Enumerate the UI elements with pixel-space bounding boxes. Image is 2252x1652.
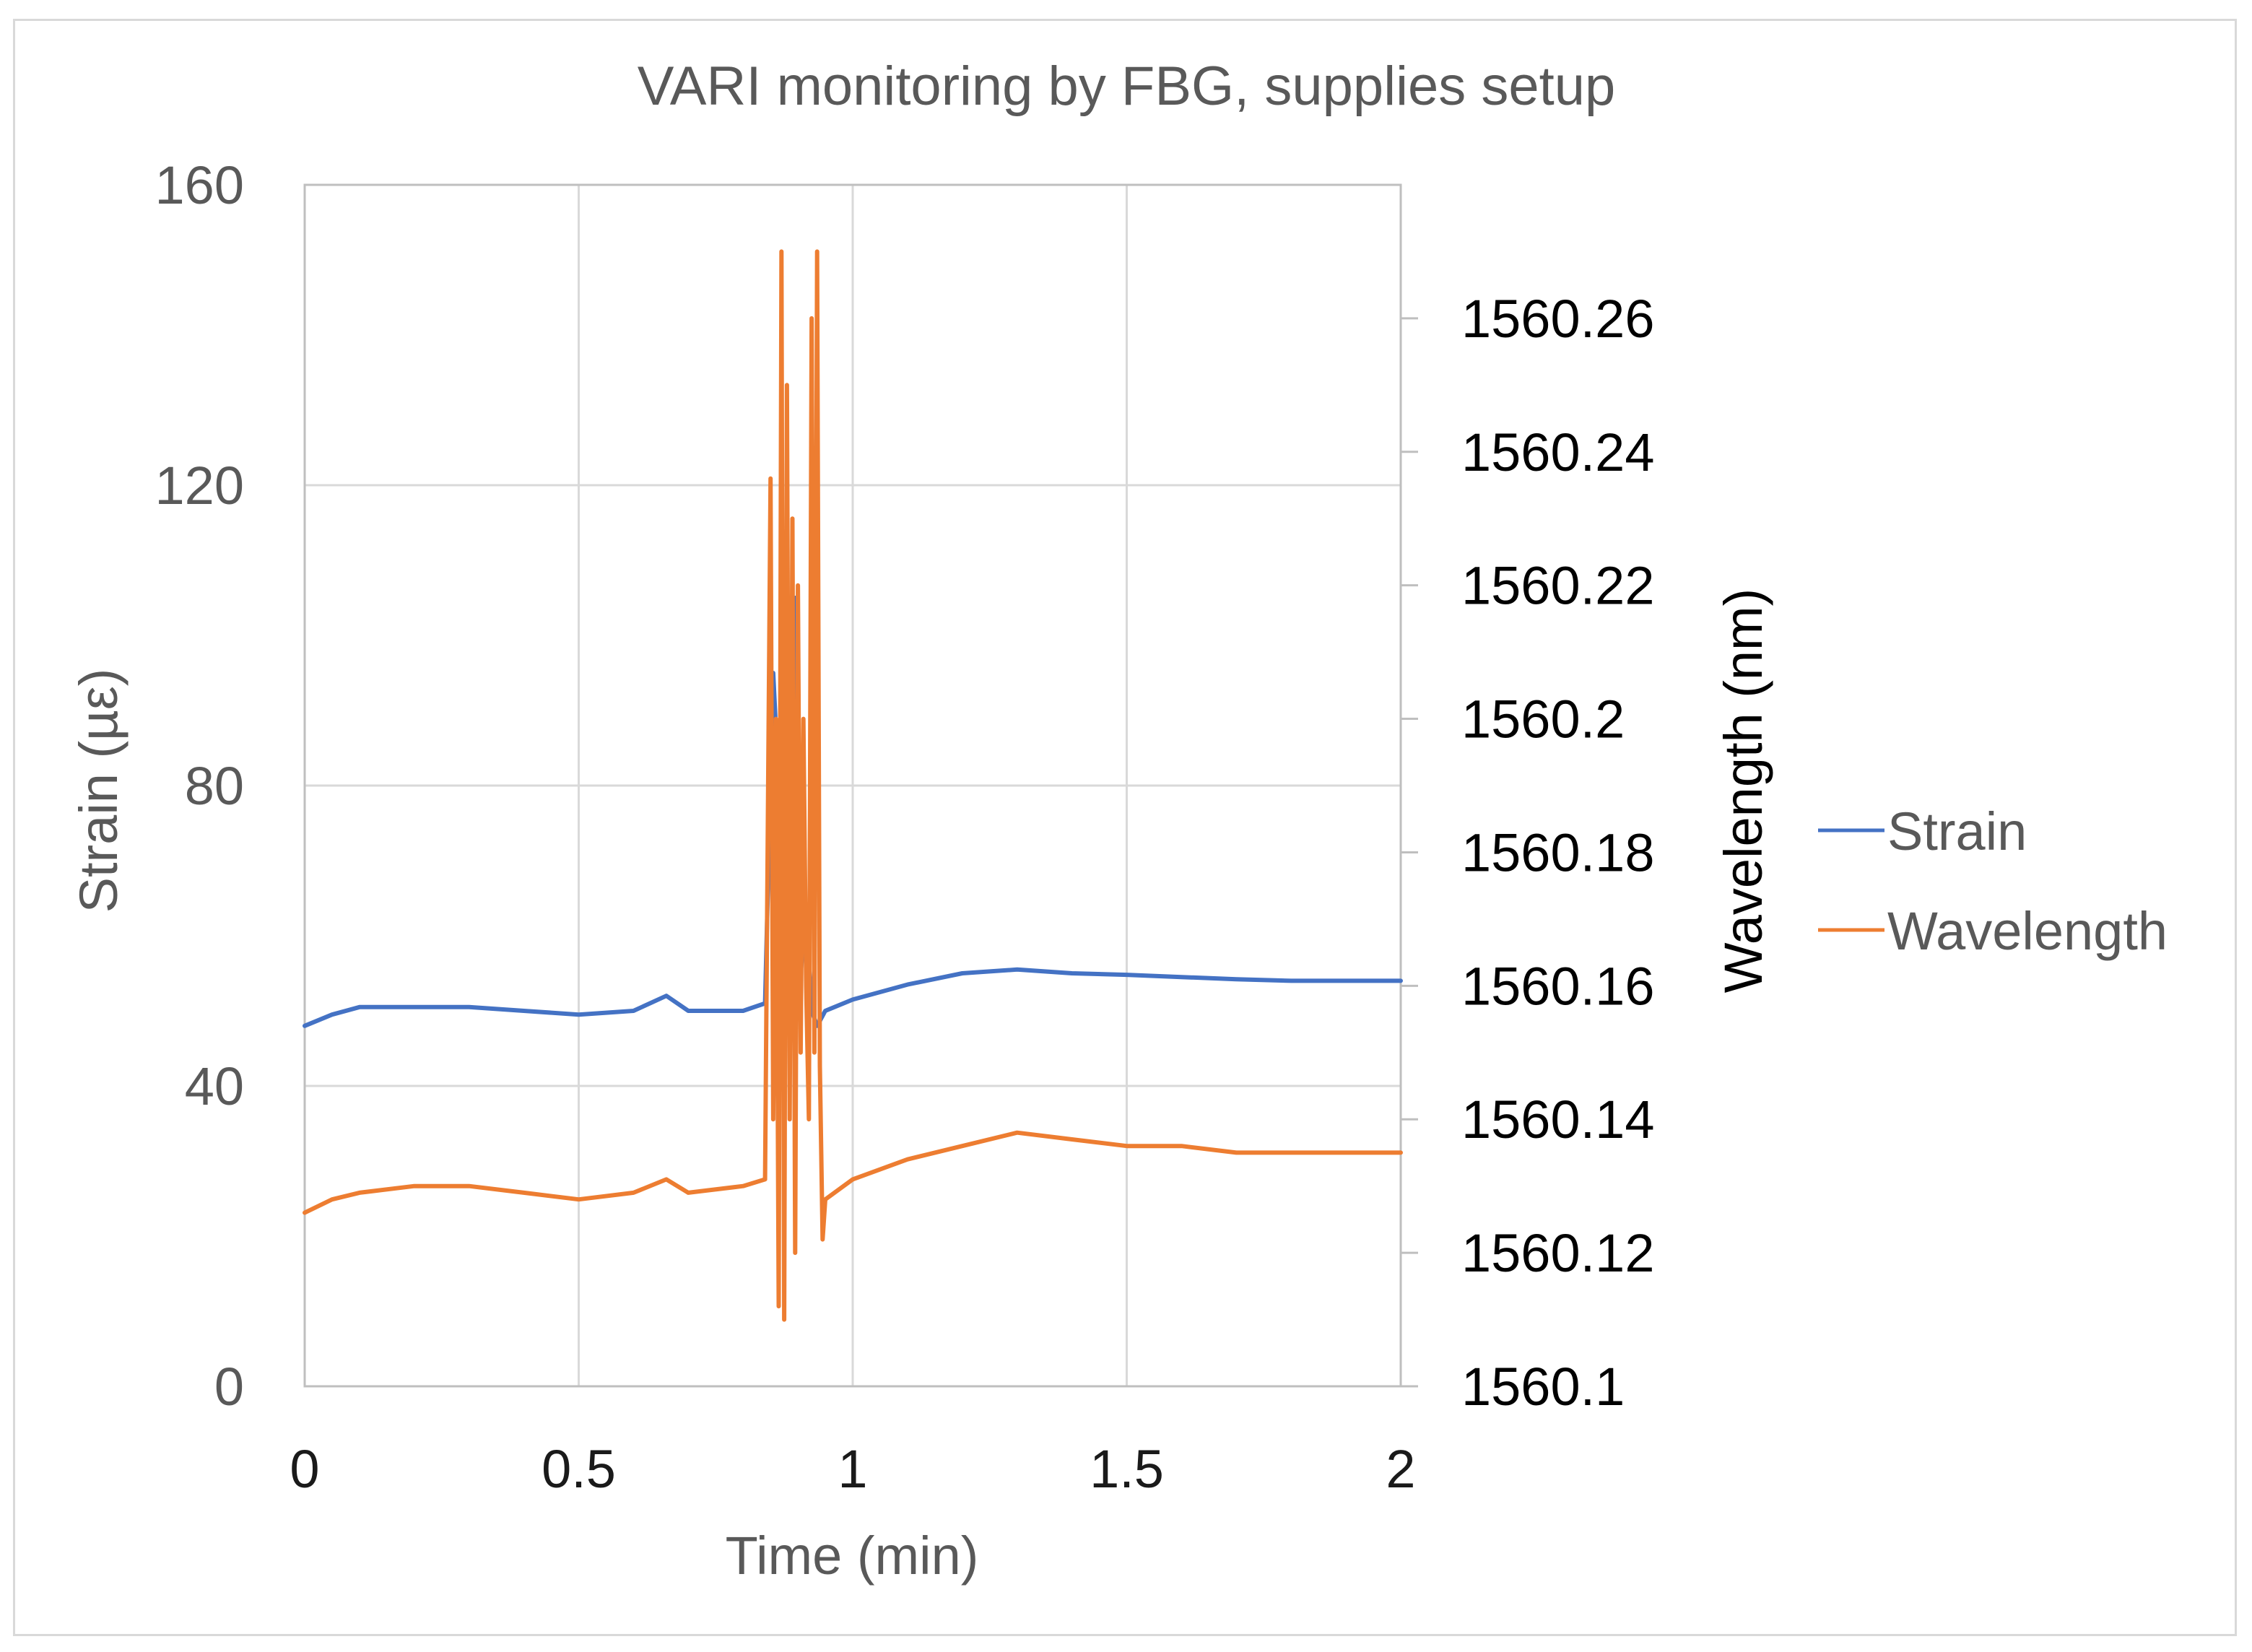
- chart-frame: [13, 19, 2237, 1636]
- y2-tick-label-3: 1560.16: [1461, 956, 1655, 1016]
- y2-axis-title: Wavelength (nm): [1713, 588, 1773, 994]
- series-lines: [303, 249, 1403, 1322]
- plot-area-border: [303, 183, 1402, 1388]
- y-tick-label-2: 80: [185, 756, 244, 816]
- legend-label-wavelength: Wavelength: [1887, 901, 2168, 961]
- legend: Strain Wavelength: [1818, 801, 2168, 961]
- x-tick-label-0: 0: [290, 1439, 319, 1499]
- legend-label-strain: Strain: [1887, 801, 2027, 861]
- chart-title: VARI monitoring by FBG, supplies setup: [638, 56, 1616, 117]
- y2-tick-label-7: 1560.24: [1461, 422, 1655, 482]
- y-axis-title: Strain (µε): [69, 669, 129, 913]
- grid-lines: [303, 183, 1402, 1388]
- y2-tick-label-6: 1560.22: [1461, 556, 1655, 616]
- tick-labels: 0 40 80 120 160 0 0.5 1 1.5 2 1560.1 1560.12 1560.14…: [155, 155, 1655, 1499]
- y2-tick-label-0: 1560.1: [1461, 1357, 1625, 1417]
- x-tick-label-3: 1.5: [1090, 1439, 1164, 1499]
- x-tick-label-2: 1: [838, 1439, 867, 1499]
- series-line-strain: [303, 596, 1403, 1028]
- y-tick-label-3: 120: [155, 456, 244, 516]
- y-tick-label-4: 160: [155, 155, 244, 215]
- y-tick-label-1: 40: [185, 1056, 244, 1116]
- y2-tick-label-4: 1560.18: [1461, 822, 1655, 882]
- y2-tick-label-8: 1560.26: [1461, 289, 1655, 349]
- y-tick-label-0: 0: [214, 1357, 244, 1417]
- series-line-wavelength: [303, 249, 1403, 1322]
- y2-tick-label-5: 1560.2: [1461, 690, 1625, 749]
- x-tick-label-1: 0.5: [542, 1439, 616, 1499]
- y2-tick-label-1: 1560.12: [1461, 1223, 1655, 1283]
- y2-tick-label-2: 1560.14: [1461, 1090, 1655, 1149]
- x-tick-label-4: 2: [1386, 1439, 1415, 1499]
- x-axis-title: Time (min): [726, 1526, 979, 1586]
- right-axis: [1401, 317, 1418, 1388]
